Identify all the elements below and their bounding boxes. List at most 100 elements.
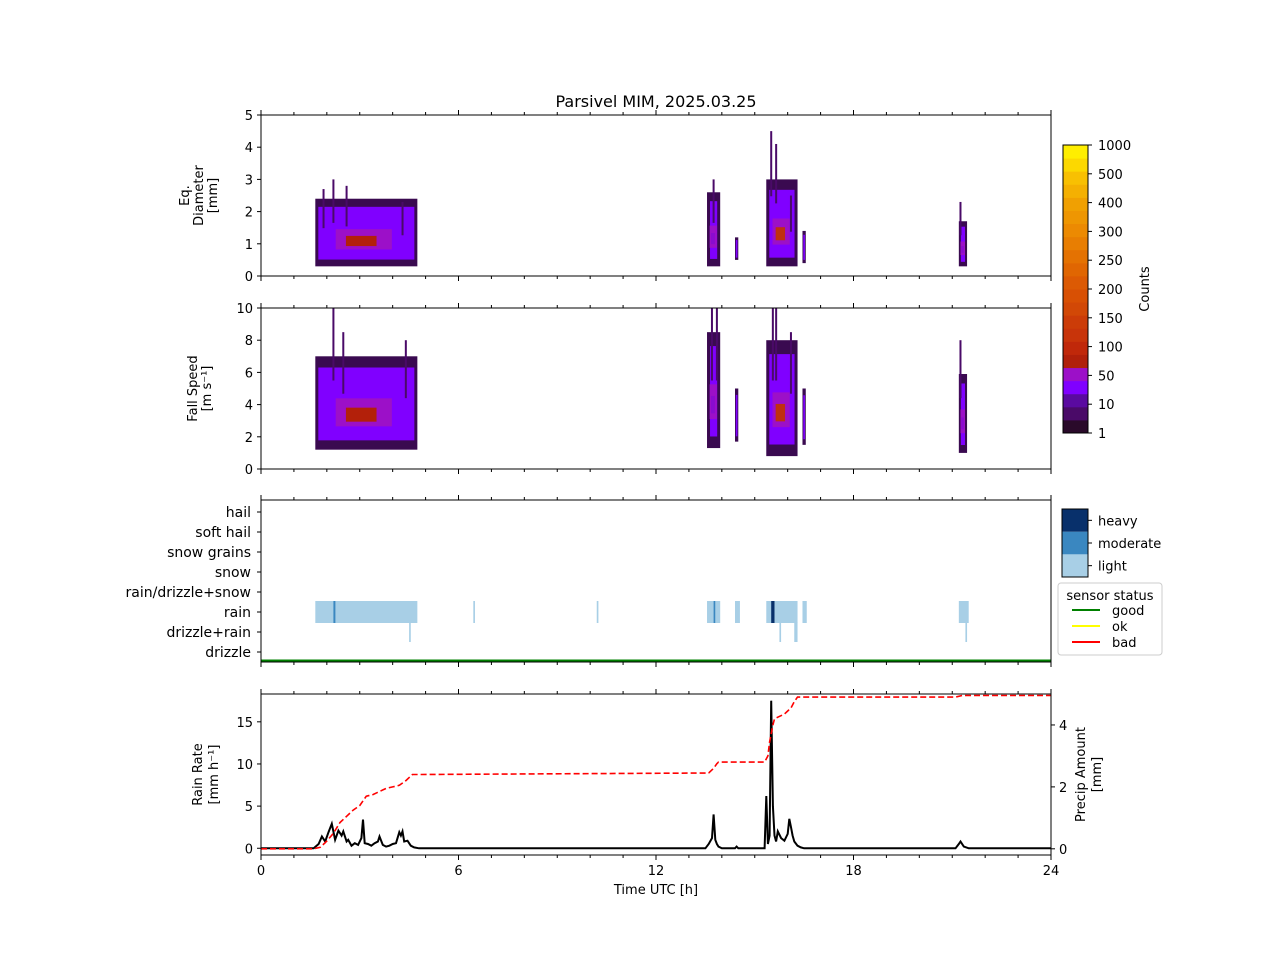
weather-code-panel: drizzle drizzle+rain rain rain/drizzle+snow…	[126, 495, 1052, 667]
y-axis-label-line: [mm]	[206, 178, 221, 213]
colorbar-segment	[1063, 275, 1088, 290]
intensity-legend: light moderate heavy	[1061, 508, 1161, 578]
colorbar-segment	[1063, 262, 1088, 277]
colorbar-segment	[1063, 184, 1088, 198]
heatmap-cell-core	[345, 235, 377, 247]
x-tick-label: 0	[257, 864, 265, 879]
y-tick-label: 6	[245, 366, 253, 381]
heatmap-cell-mid	[735, 394, 738, 437]
colorbar-tick-label: 1000	[1098, 139, 1131, 154]
category-label: soft hail	[195, 525, 251, 541]
weather-event-light	[802, 601, 807, 623]
y-axis-label-line: Eq.	[178, 185, 193, 206]
category-label: snow grains	[167, 545, 251, 561]
heatmap-cell-mid	[803, 234, 805, 260]
weather-code-axis-ticks: drizzle drizzle+rain rain rain/drizzle+snow…	[126, 495, 1052, 667]
rain-axis-labels: Time UTC [h] Rain Rate [mm h⁻¹] Precip Amou…	[191, 727, 1105, 898]
heatmap-cell-core	[775, 227, 786, 241]
colorbar-segment	[1063, 419, 1088, 434]
colorbar-segment	[1063, 171, 1088, 185]
y-tick-label: 0	[245, 270, 253, 285]
colorbar-segment	[1063, 158, 1088, 172]
weather-event-light	[965, 622, 968, 642]
rain-lines	[261, 694, 1051, 850]
y-axis-label-line: [m s⁻¹]	[200, 366, 215, 412]
y-axis-label-line: Rain Rate	[191, 743, 206, 806]
precip-amount-line	[261, 694, 1051, 850]
fallspeed-axis-ticks: 0 2 4 6 8 10	[236, 302, 1052, 478]
colorbar-segment	[1063, 289, 1088, 303]
colorbar-segment	[1063, 210, 1088, 225]
x-axis-label: Time UTC [h]	[613, 883, 698, 898]
weather-event-light	[735, 601, 740, 623]
colorbar-segment	[1063, 328, 1088, 342]
weather-event-moderate	[713, 601, 716, 623]
colorbar-segment	[1063, 341, 1088, 355]
diameter-y-axis-label: Eq. Diameter [mm]	[178, 165, 221, 226]
weather-event-light	[409, 622, 411, 642]
x-tick-label: 18	[845, 864, 862, 879]
y2-tick-label: 0	[1059, 843, 1067, 858]
y2-tick-label: 2	[1059, 781, 1067, 796]
y-label-group: Eq. Diameter [mm]	[178, 165, 221, 226]
category-label: hail	[226, 505, 251, 521]
y-tick-label: 5	[245, 109, 253, 124]
y-tick-label: 10	[236, 302, 253, 317]
category-label: drizzle+rain	[166, 625, 251, 641]
intensity-swatch-moderate	[1062, 531, 1088, 555]
y-tick-label: 0	[245, 842, 253, 857]
colorbar-segment	[1063, 197, 1088, 211]
intensity-swatch-light	[1062, 554, 1088, 577]
x-tick-label: 24	[1043, 864, 1060, 879]
category-label: snow	[215, 565, 251, 581]
y-tick-label: 5	[245, 800, 253, 815]
weather-code-axes-frame	[260, 499, 1052, 663]
colorbar-tick-label: 400	[1098, 197, 1123, 212]
weather-event-light	[779, 622, 782, 642]
heatmap-cell-core	[710, 395, 715, 414]
fallspeed-panel: 0 2 4 6 8 10 Fall Speed [m s⁻¹]	[186, 302, 1052, 478]
heatmap-cell-mid	[803, 395, 805, 440]
colorbar-tick-label: 200	[1098, 283, 1123, 298]
heatmap-cell-core	[775, 403, 786, 422]
weather-event-light	[766, 601, 798, 623]
y-axis-label-line: [mm h⁻¹]	[207, 745, 222, 805]
weather-event-light	[596, 601, 599, 623]
colorbar-segment	[1063, 145, 1088, 159]
y-tick-label: 4	[245, 399, 253, 414]
colorbar-segment	[1063, 354, 1088, 369]
colorbar-segment	[1063, 380, 1088, 395]
colorbar-tick-label: 50	[1098, 369, 1115, 384]
colorbar-tick-label: 300	[1098, 225, 1123, 240]
colorbar-tick-label: 150	[1098, 312, 1123, 327]
category-label: drizzle	[205, 645, 251, 661]
colorbar-segment	[1063, 302, 1088, 316]
weather-event-moderate	[333, 601, 336, 623]
y2-axis-label-line: Precip Amount	[1074, 727, 1089, 822]
colorbar-tick-label: 250	[1098, 254, 1123, 269]
heatmap-cell-core	[345, 407, 377, 422]
status-legend-label: bad	[1112, 636, 1136, 651]
x-tick-label: 12	[648, 864, 665, 879]
y2-tick-label: 4	[1059, 719, 1067, 734]
colorbar-segment	[1063, 406, 1088, 421]
category-label: rain/drizzle+snow	[126, 585, 251, 601]
weather-event-light	[707, 601, 721, 623]
status-legend-label: good	[1112, 604, 1144, 619]
diameter-heatmap	[315, 131, 968, 267]
heatmap-cell-core	[961, 417, 964, 430]
colorbar-tick-label: 1	[1098, 427, 1106, 442]
fallspeed-heatmap	[315, 308, 968, 457]
figure-title: Parsivel MIM, 2025.03.25	[555, 92, 756, 111]
weather-event-light	[315, 601, 418, 623]
colorbar-tick-label: 10	[1098, 398, 1115, 413]
colorbar-segment	[1063, 393, 1088, 408]
y-tick-label: 3	[245, 173, 253, 188]
colorbar-segment	[1063, 249, 1088, 264]
colorbar-segment	[1063, 367, 1088, 382]
intensity-label: light	[1098, 560, 1127, 575]
status-legend-label: ok	[1112, 620, 1128, 635]
